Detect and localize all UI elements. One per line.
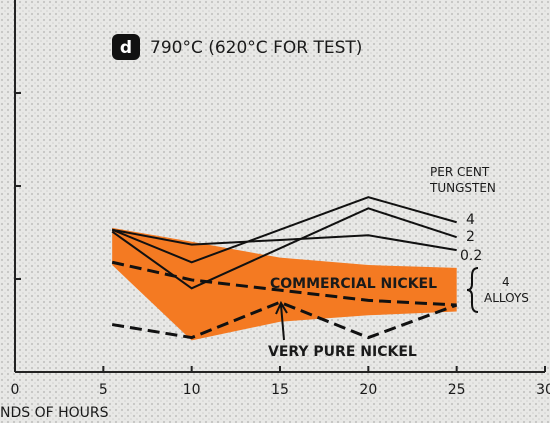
band — [112, 227, 457, 341]
series-label: 0.2 — [460, 248, 482, 264]
series-label: 2 — [466, 229, 475, 245]
line — [111, 260, 457, 307]
panel-label: d — [120, 38, 132, 58]
x-tick-label: 5 — [99, 382, 108, 398]
line — [111, 196, 457, 264]
chart-title: 790°C (620°C FOR TEST) — [150, 38, 362, 58]
x-tick-label: 25 — [448, 382, 466, 398]
x-tick-label: 20 — [359, 382, 377, 398]
series-label: 4 — [466, 212, 475, 228]
x-axis-label: NDS OF HOURS — [0, 405, 109, 421]
line — [111, 207, 457, 290]
annotation-line: 4 — [502, 275, 510, 289]
panel-badge — [112, 34, 140, 60]
x-tick-label: 15 — [271, 382, 289, 398]
x-tick-label: 0 — [11, 382, 20, 398]
line — [111, 228, 457, 252]
annotation-line: PER CENT — [430, 165, 490, 179]
series-label: VERY PURE NICKEL — [268, 344, 417, 360]
annotation: 4 ALLOYS — [484, 275, 529, 305]
brace — [466, 267, 479, 313]
series-label: COMMERCIAL NICKEL — [270, 276, 437, 292]
x-tick-label: 10 — [183, 382, 201, 398]
annotation-line: ALLOYS — [484, 291, 529, 305]
annotation: PER CENT TUNGSTEN — [429, 165, 496, 195]
x-tick-label: 30 — [536, 382, 550, 398]
arrow — [275, 300, 288, 341]
annotation-line: TUNGSTEN — [429, 181, 496, 195]
